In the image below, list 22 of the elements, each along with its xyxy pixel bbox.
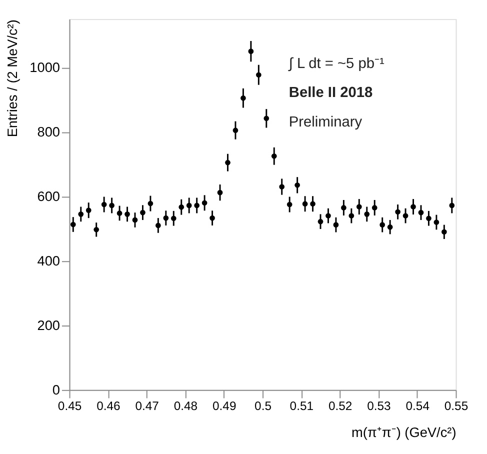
x-axis-title: m(π⁺π⁻) (GeV/c²) (352, 424, 456, 440)
x-tick-label: 0.48 (174, 398, 198, 413)
x-tick-label: 0.5 (254, 398, 272, 413)
x-tick-label: 0.55 (444, 398, 468, 413)
annotation: Belle II 2018 (288, 85, 373, 102)
annotation: Preliminary (288, 114, 363, 130)
y-tick-label: 0 (52, 382, 60, 398)
x-tick-label: 0.49 (212, 398, 236, 413)
x-tick-label: 0.54 (406, 398, 430, 413)
y-axis-title: Entries / (2 MeV/c²) (4, 20, 20, 138)
x-tick-label: 0.47 (135, 398, 160, 413)
y-tick-label: 1000 (30, 60, 60, 75)
x-tick-label: 0.51 (290, 398, 314, 413)
x-tick-label: 0.46 (96, 398, 121, 413)
y-tick-label: 400 (37, 253, 60, 268)
x-tick-label: 0.45 (58, 398, 82, 413)
annotation: ∫ L dt = ~5 pb⁻¹ (288, 56, 384, 72)
y-tick-label: 800 (37, 124, 60, 140)
x-tick-label: 0.53 (367, 398, 392, 413)
y-tick-label: 600 (37, 188, 60, 204)
y-tick-label: 200 (37, 318, 60, 333)
x-tick-label: 0.52 (328, 398, 352, 413)
